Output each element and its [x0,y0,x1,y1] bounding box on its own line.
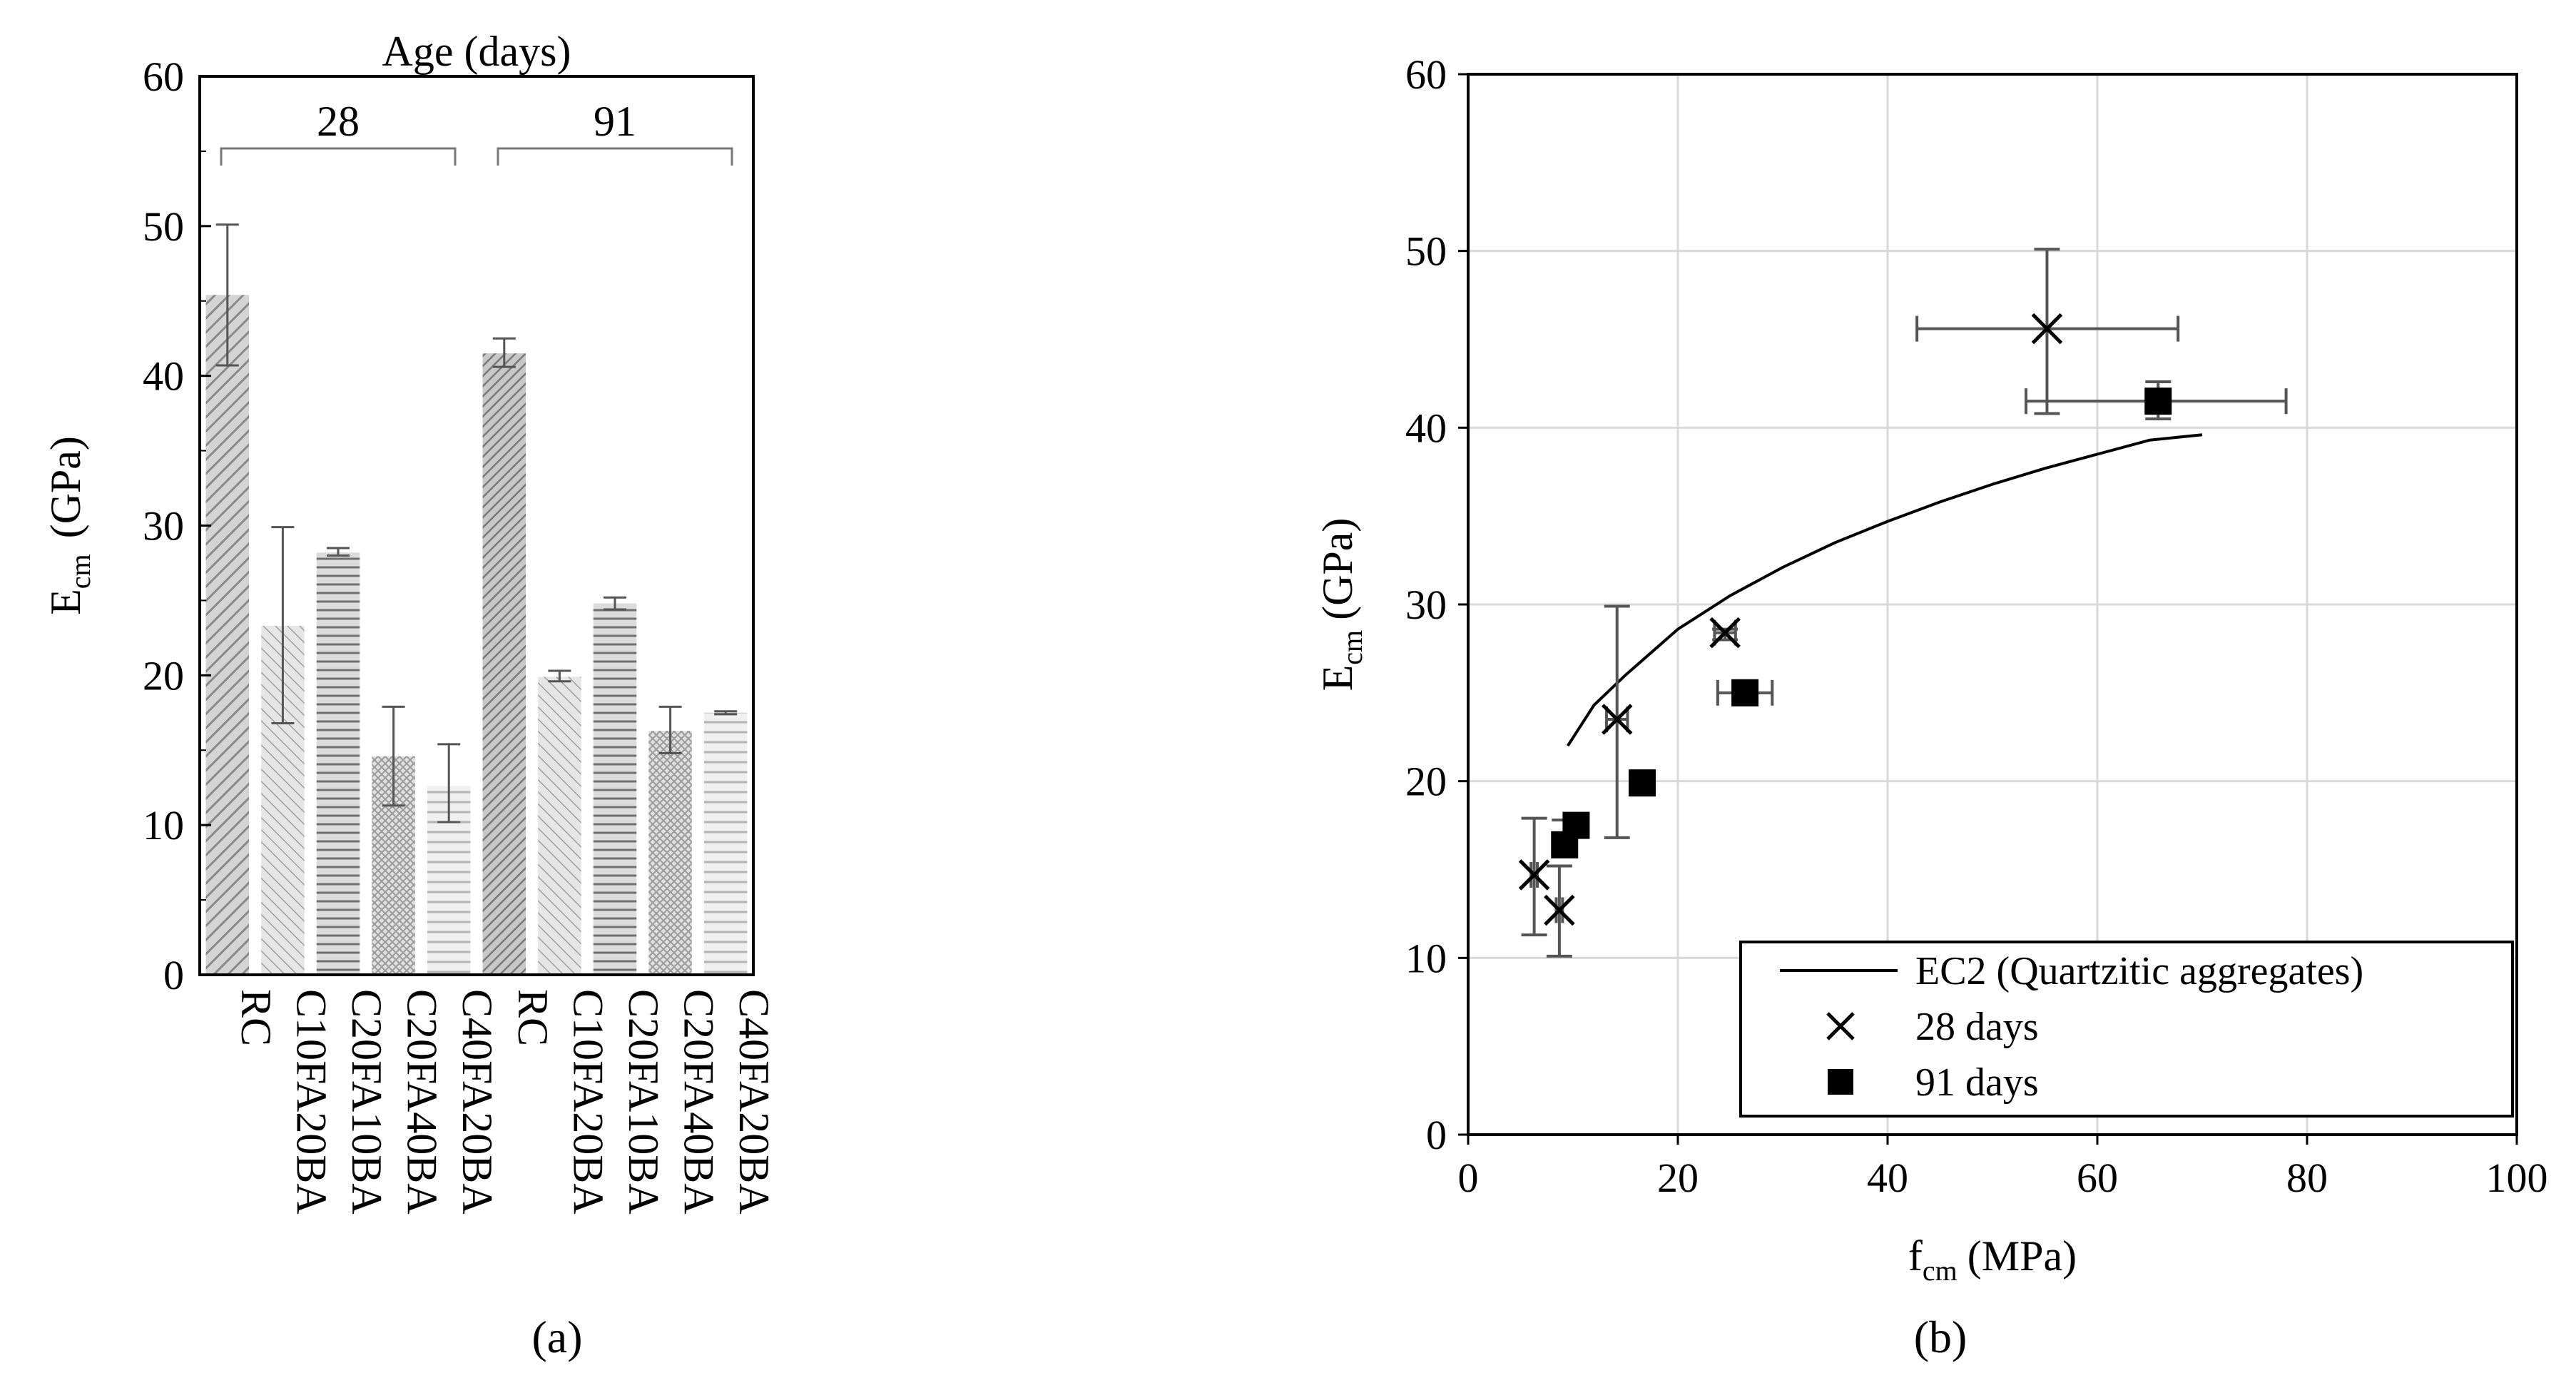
bar [703,712,748,975]
y-tick-label: 40 [143,353,184,400]
y-axis-label-unit: (GPa) [42,436,89,538]
y-axis: 0 10 20 30 40 50 60 [143,54,211,998]
y-axis-label-symbol: E [1314,665,1361,691]
error-bars [1521,248,2288,958]
y-axis-label-subscript: cm [1336,630,1368,665]
bar-series [205,295,748,976]
category-label: C10FA20BA [564,989,611,1215]
x-tick-label: 80 [2286,1155,2328,1201]
marker-91-days [2144,387,2172,415]
legend-square-swatch [1828,1069,1853,1095]
category-label: C20FA10BA [343,989,390,1215]
legend-label: 28 days [1915,1005,2039,1049]
x-axis-label-symbol: f [1908,1232,1923,1280]
x-axis-categories: RC C10FA20BA C20FA10BA C20FA40BA C40FA20BA RC… [233,989,778,1215]
x-tick-label: 20 [1657,1155,1699,1201]
y-axis: 0 10 20 30 40 50 60 [1405,51,1468,1158]
marker-28-days [2031,313,2063,345]
marker-91-days [1551,831,1579,858]
legend-label: 91 days [1915,1060,2039,1105]
x-tick-label: 60 [2077,1155,2118,1201]
marker-91-days [1731,679,1759,706]
marker-stroke [1544,894,1575,926]
marker-28-days [1518,859,1550,891]
bar [482,353,526,976]
bar [205,295,250,975]
legend-box [1739,941,2514,1118]
y-tick-label: 30 [1405,582,1447,628]
group-label: 28 [317,98,360,145]
group-bracket [220,147,457,166]
x-axis: 0 20 40 60 80 100 [1458,1135,2548,1201]
y-tick-label: 60 [1405,51,1447,98]
group-brackets: 28 91 [220,98,733,166]
marker-91-days [1629,769,1656,797]
category-label: C40FA20BA [730,989,778,1215]
y-tick-label: 50 [1405,228,1447,275]
category-label: C20FA10BA [620,989,667,1215]
error-bars [215,223,738,824]
category-label: RC [233,989,280,1046]
y-axis-label-subscript: cm [64,554,96,589]
y-axis-label-unit: (GPa) [1314,518,1361,620]
y-tick-label: 20 [143,652,184,699]
x-axis-label-subscript: cm [1923,1255,1958,1287]
y-tick-label: 10 [143,802,184,848]
marker-28-days [1544,894,1575,926]
marker-stroke [1601,704,1633,735]
y-tick-label: 0 [1426,1112,1447,1158]
y-tick-label: 50 [143,203,184,250]
data-points [1518,313,2172,926]
panel-caption-b: (b) [1914,1312,1967,1362]
y-tick-label: 40 [1405,405,1447,451]
legend-label: EC2 (Quartzitic aggregates) [1915,949,2363,993]
y-tick-label: 30 [143,503,184,549]
x-tick-label: 0 [1458,1155,1479,1201]
y-tick-label: 60 [143,54,184,100]
y-axis-label-symbol: E [42,589,89,615]
marker-28-days [1601,704,1633,735]
marker-stroke [2031,313,2063,345]
y-tick-label: 10 [1405,935,1447,981]
y-tick-label: 0 [163,952,184,998]
legend-x-swatch [1826,1012,1855,1040]
x-axis-label-unit: (MPa) [1967,1232,2077,1280]
y-tick-label: 20 [1405,759,1447,805]
bar [648,730,692,975]
y-axis-label: Ecm (GPa) [1314,518,1368,691]
marker-stroke [1709,617,1741,649]
group-label: 91 [594,98,636,145]
x-tick-label: 100 [2486,1155,2548,1201]
group-bracket [497,147,733,166]
bar [538,677,581,975]
x-axis-label: fcm (MPa) [1908,1232,2077,1287]
x-tick-label: 40 [1867,1155,1908,1201]
ec2-curve-line [1567,433,2203,747]
marker-stroke [1518,859,1550,891]
marker-stroke [1826,1012,1855,1040]
category-label: C40FA20BA [454,989,501,1215]
category-label: C20FA40BA [676,989,723,1215]
bar [593,603,637,975]
marker-28-days [1709,617,1741,649]
bar [316,552,360,975]
category-label: RC [509,989,556,1046]
y-axis-label: Ecm (GPa) [42,436,96,615]
chart-title: Age (days) [382,28,571,75]
category-label: C10FA20BA [287,989,335,1215]
legend: EC2 (Quartzitic aggregates) 28 days 91 day… [1739,941,2514,1118]
panel-caption-a: (a) [531,1312,582,1362]
category-label: C20FA40BA [399,989,446,1215]
